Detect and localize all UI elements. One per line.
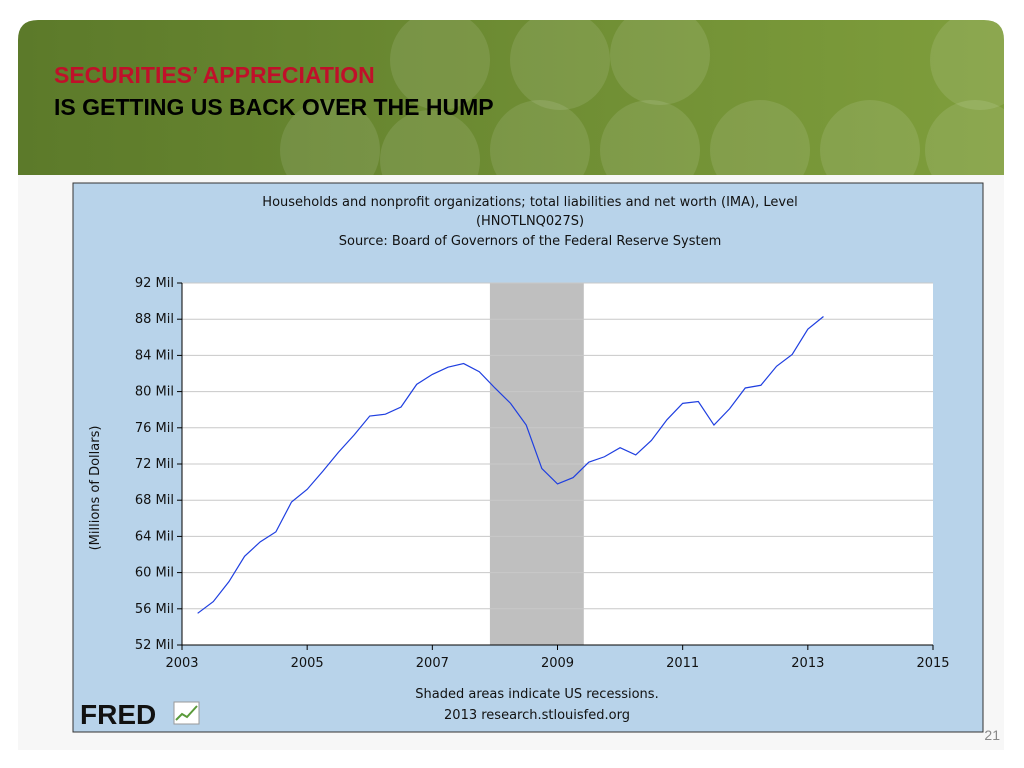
footer-note: Shaded areas indicate US recessions.: [415, 687, 658, 702]
x-tick-label: 2005: [291, 656, 324, 671]
page-number: 21: [984, 727, 1000, 743]
logo-icon: [173, 701, 200, 725]
slide-title: SECURITIES’ APPRECIATION: [54, 62, 375, 88]
y-tick-label: 92 Mil: [135, 276, 174, 291]
y-tick-label: 88 Mil: [135, 312, 174, 327]
chart-title: Households and nonprofit organizations; …: [262, 195, 797, 210]
y-axis-label: (Millions of Dollars): [88, 426, 103, 551]
chart-title: (HNOTLNQ027S): [476, 214, 584, 229]
y-tick-label: 76 Mil: [135, 421, 174, 436]
y-tick-label: 84 Mil: [135, 348, 174, 363]
x-tick-label: 2011: [666, 656, 699, 671]
logo: FRED: [80, 699, 156, 730]
chart-title: Source: Board of Governors of the Federa…: [339, 234, 722, 249]
y-tick-label: 52 Mil: [135, 638, 174, 653]
y-tick-label: 56 Mil: [135, 602, 174, 617]
y-tick-label: 68 Mil: [135, 493, 174, 508]
x-tick-label: 2007: [416, 656, 449, 671]
x-tick-label: 2015: [916, 656, 949, 671]
data-line: [197, 316, 824, 614]
y-tick-label: 60 Mil: [135, 566, 174, 581]
slide-title: IS GETTING US BACK OVER THE HUMP: [54, 94, 494, 120]
y-tick-label: 64 Mil: [135, 529, 174, 544]
x-tick-label: 2003: [165, 656, 198, 671]
x-tick-label: 2013: [791, 656, 824, 671]
header-band: [18, 20, 1004, 175]
footer-note: 2013 research.stlouisfed.org: [444, 708, 630, 723]
y-tick-label: 72 Mil: [135, 457, 174, 472]
x-tick-label: 2009: [541, 656, 574, 671]
y-tick-label: 80 Mil: [135, 385, 174, 400]
